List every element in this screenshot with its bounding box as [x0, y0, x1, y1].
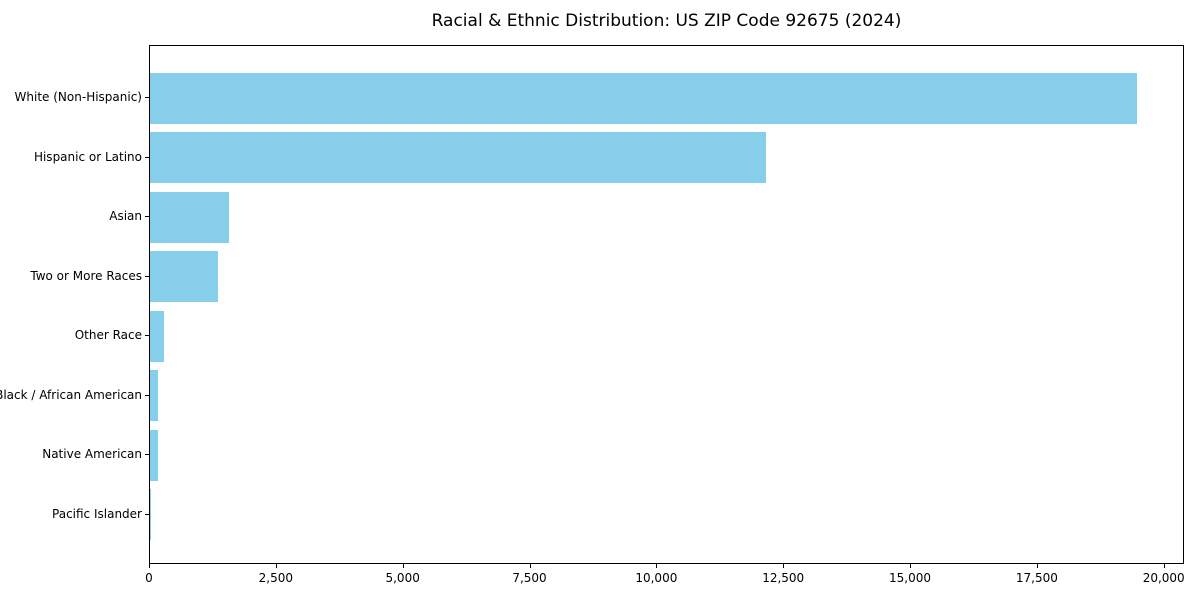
- y-tick-label: Native American: [42, 447, 142, 462]
- x-tick-mark: [910, 564, 912, 568]
- x-tick-mark: [149, 564, 150, 568]
- x-tick-label: 7,500: [512, 571, 547, 585]
- bar-hispanic-or-latino: [150, 132, 766, 184]
- y-tick-mark: [145, 216, 149, 218]
- y-tick-mark: [145, 394, 149, 396]
- x-tick-mark: [275, 564, 277, 568]
- plot-area: [149, 45, 1184, 564]
- y-tick-mark: [145, 97, 149, 98]
- y-tick-mark: [145, 513, 149, 515]
- x-tick-label: 5,000: [385, 571, 420, 585]
- chart-title: Racial & Ethnic Distribution: US ZIP Cod…: [431, 11, 902, 31]
- x-tick-label: 2,500: [258, 571, 293, 585]
- y-tick-label: Pacific Islander: [52, 506, 142, 521]
- y-tick-mark: [145, 156, 149, 158]
- y-tick-mark: [145, 335, 149, 337]
- x-tick-mark: [529, 564, 531, 568]
- y-tick-mark: [145, 275, 149, 277]
- bar-native-american: [150, 429, 158, 481]
- bar-asian: [150, 191, 230, 243]
- bar-other-race: [150, 310, 165, 362]
- x-tick-label: 12,500: [762, 571, 805, 585]
- x-tick-label: 17,500: [1015, 571, 1058, 585]
- x-tick-mark: [402, 564, 404, 568]
- bar-pacific-islander: [150, 489, 151, 541]
- bar-black-african-american: [150, 370, 159, 422]
- x-tick-label: 20,000: [1142, 571, 1185, 585]
- x-tick-mark: [783, 564, 785, 568]
- bar-two-or-more-races: [150, 251, 218, 303]
- y-tick-mark: [145, 454, 149, 456]
- y-tick-label: White (Non-Hispanic): [14, 90, 142, 104]
- bar-white-non-hispanic: [150, 72, 1137, 124]
- x-tick-mark: [1036, 564, 1038, 568]
- y-tick-label: Other Race: [74, 328, 142, 343]
- y-tick-label: Black / African American: [0, 387, 142, 402]
- x-tick-label: 15,000: [889, 571, 932, 585]
- x-tick-label: 0: [145, 571, 153, 585]
- y-tick-label: Hispanic or Latino: [33, 149, 142, 164]
- x-tick-mark: [656, 564, 658, 568]
- x-tick-mark: [1163, 564, 1165, 568]
- y-tick-label: Asian: [109, 209, 142, 224]
- y-tick-label: Two or More Races: [30, 268, 142, 283]
- x-tick-label: 10,000: [635, 571, 678, 585]
